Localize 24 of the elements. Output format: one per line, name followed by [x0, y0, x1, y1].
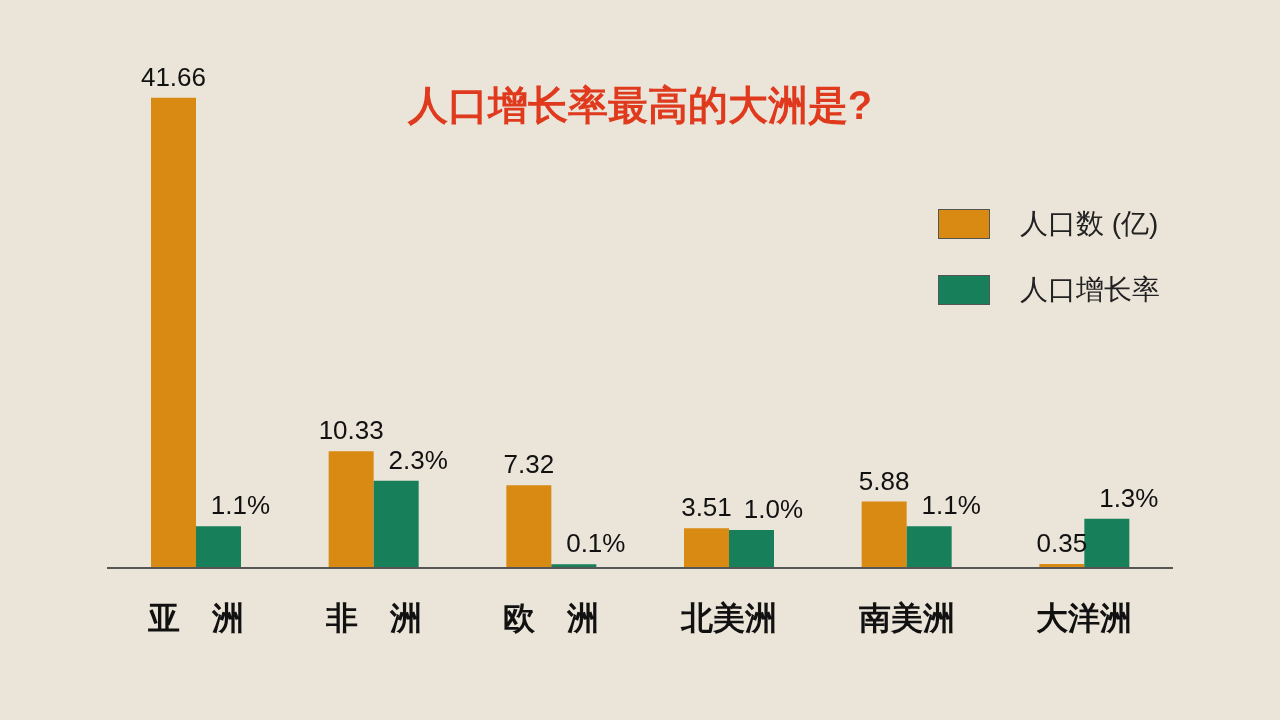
data-label: 3.51 [681, 492, 732, 523]
x-tick-label: 欧 洲 [503, 599, 600, 636]
bar [151, 97, 196, 568]
data-label: 5.88 [858, 465, 910, 496]
data-label: 7.32 [503, 449, 555, 480]
x-tick-label: 北美洲 [679, 599, 777, 636]
x-tick-label: 大洋洲 [1036, 599, 1133, 636]
chart-title: 人口增长率最高的大洲是? [407, 83, 873, 127]
data-label: 41.66 [140, 61, 207, 92]
bar [506, 485, 552, 568]
data-label: 1.3% [1099, 482, 1159, 513]
data-label: 10.33 [318, 415, 384, 446]
data-label: 0.1% [566, 528, 626, 559]
x-tick-label: 南美洲 [858, 599, 955, 636]
x-tick-label: 非 洲 [324, 599, 422, 636]
legend-label: 人口数 (亿) [1020, 207, 1159, 241]
data-label: 1.0% [743, 494, 804, 525]
x-tick-label: 亚 洲 [146, 599, 244, 636]
legend-label: 人口增长率 [1020, 273, 1160, 307]
data-label: 1.1% [210, 490, 271, 521]
bar [196, 526, 241, 568]
data-label: 2.3% [388, 444, 448, 475]
data-label: 1.1% [921, 490, 981, 521]
bar [1084, 518, 1130, 568]
